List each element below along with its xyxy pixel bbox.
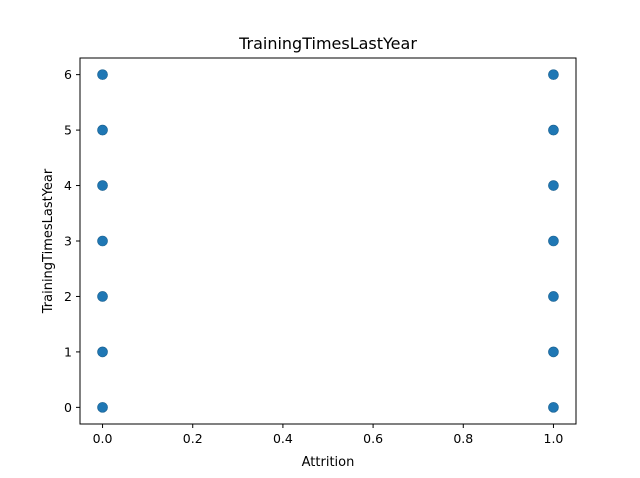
- scatter-point: [548, 402, 559, 413]
- y-axis-label: TrainingTimesLastYear: [41, 168, 56, 314]
- x-tick-label: 0.2: [183, 431, 203, 446]
- y-tick-label: 4: [64, 178, 72, 193]
- y-tick-label: 6: [64, 67, 72, 82]
- y-tick-label: 3: [64, 234, 72, 249]
- scatter-point: [97, 291, 108, 302]
- scatter-point: [548, 235, 559, 247]
- y-axis-ticks: 0 1 2 3 4 5 6: [64, 67, 80, 415]
- scatter-point: [548, 69, 559, 80]
- y-tick-label: 1: [64, 344, 72, 359]
- x-tick-label: 0.6: [363, 431, 383, 446]
- x-tick-label: 0.4: [273, 431, 293, 446]
- y-tick-label: 0: [64, 400, 72, 415]
- scatter-point: [548, 180, 559, 191]
- plot-area: 0.0 0.2 0.4 0.6 0.8 1.0 0 1 2 3 4 5 6: [64, 57, 577, 446]
- scatter-point: [97, 69, 108, 80]
- scatter-point: [97, 235, 108, 247]
- data-points: [97, 69, 559, 413]
- x-axis-label: Attrition: [302, 455, 355, 470]
- y-tick-label: 5: [64, 123, 72, 138]
- x-tick-label: 0.8: [453, 431, 473, 446]
- scatter-point: [548, 124, 559, 136]
- x-axis-ticks: 0.0 0.2 0.4 0.6 0.8 1.0: [93, 424, 564, 446]
- scatter-point: [97, 402, 108, 413]
- x-tick-label: 0.0: [93, 431, 113, 446]
- y-tick-label: 2: [64, 289, 72, 304]
- scatter-point: [548, 346, 559, 358]
- chart-title: TrainingTimesLastYear: [238, 34, 417, 53]
- x-tick-label: 1.0: [544, 431, 564, 446]
- scatter-point: [97, 124, 108, 136]
- scatter-point: [97, 346, 108, 358]
- scatter-point: [548, 291, 559, 302]
- scatter-point: [97, 180, 108, 191]
